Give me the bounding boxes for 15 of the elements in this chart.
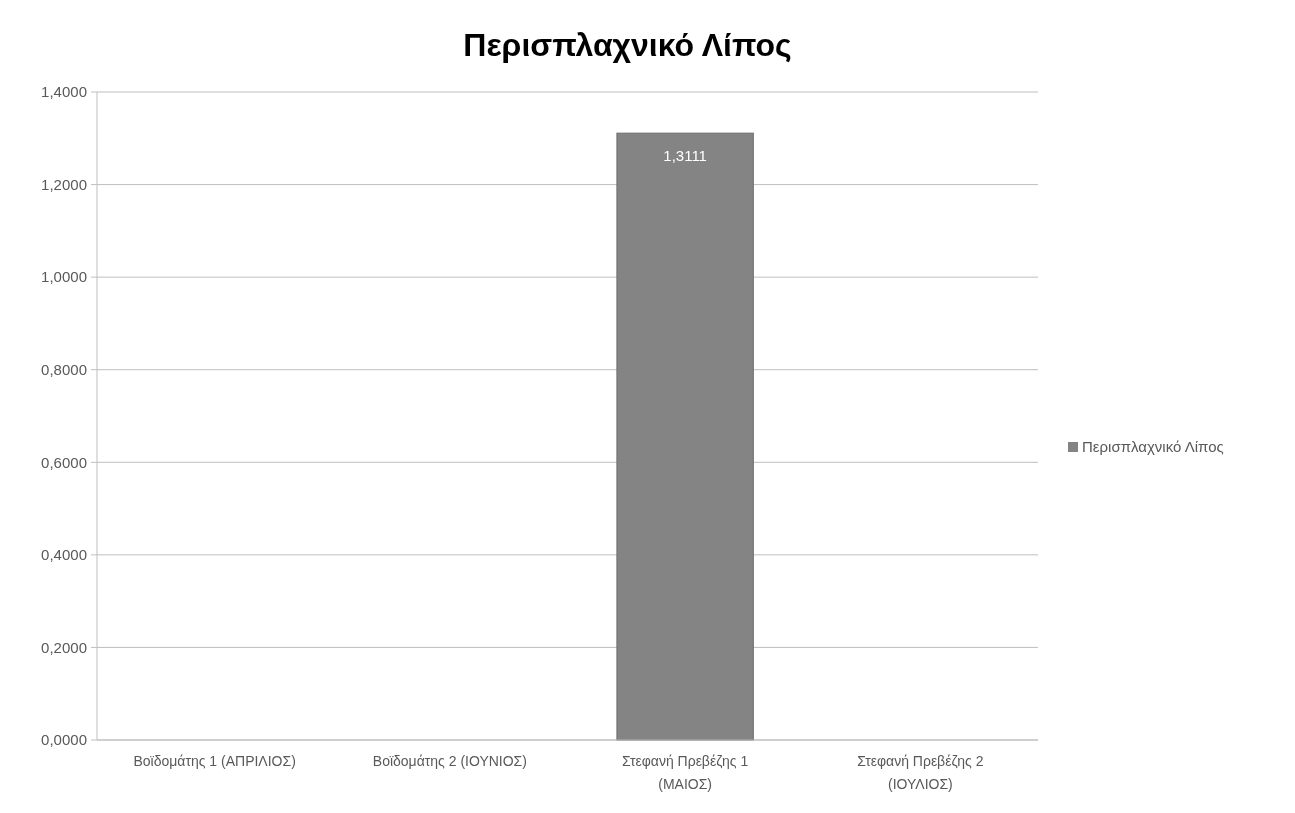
data-label: 1,3111 bbox=[663, 147, 707, 165]
x-tick-label: Στεφανή Πρεβέζης 2 (ΙΟΥΛΙΟΣ) bbox=[857, 753, 984, 792]
legend-label: Περισπλαχνικό Λίπος bbox=[1082, 438, 1224, 456]
y-tick-label: 1,0000 bbox=[41, 268, 87, 286]
y-tick-label: 0,0000 bbox=[41, 731, 87, 749]
y-tick-label: 0,2000 bbox=[41, 638, 87, 656]
y-tick-label: 1,2000 bbox=[41, 175, 87, 193]
y-tick-label: 0,8000 bbox=[41, 360, 87, 378]
y-tick-label: 0,6000 bbox=[41, 453, 87, 471]
chart-title: Περισπλαχνικό Λίπος bbox=[463, 27, 792, 63]
x-tick-label: Βοϊδομάτης 2 (ΙΟΥΝΙΟΣ) bbox=[372, 753, 527, 769]
y-tick-label: 1,4000 bbox=[41, 83, 87, 101]
y-tick-label: 0,4000 bbox=[41, 546, 87, 564]
x-tick-label: Βοϊδομάτης 1 (ΑΠΡΙΛΙΟΣ) bbox=[133, 753, 296, 769]
x-tick-label: Στεφανή Πρεβέζης 1 (ΜΑΙΟΣ) bbox=[621, 753, 749, 792]
